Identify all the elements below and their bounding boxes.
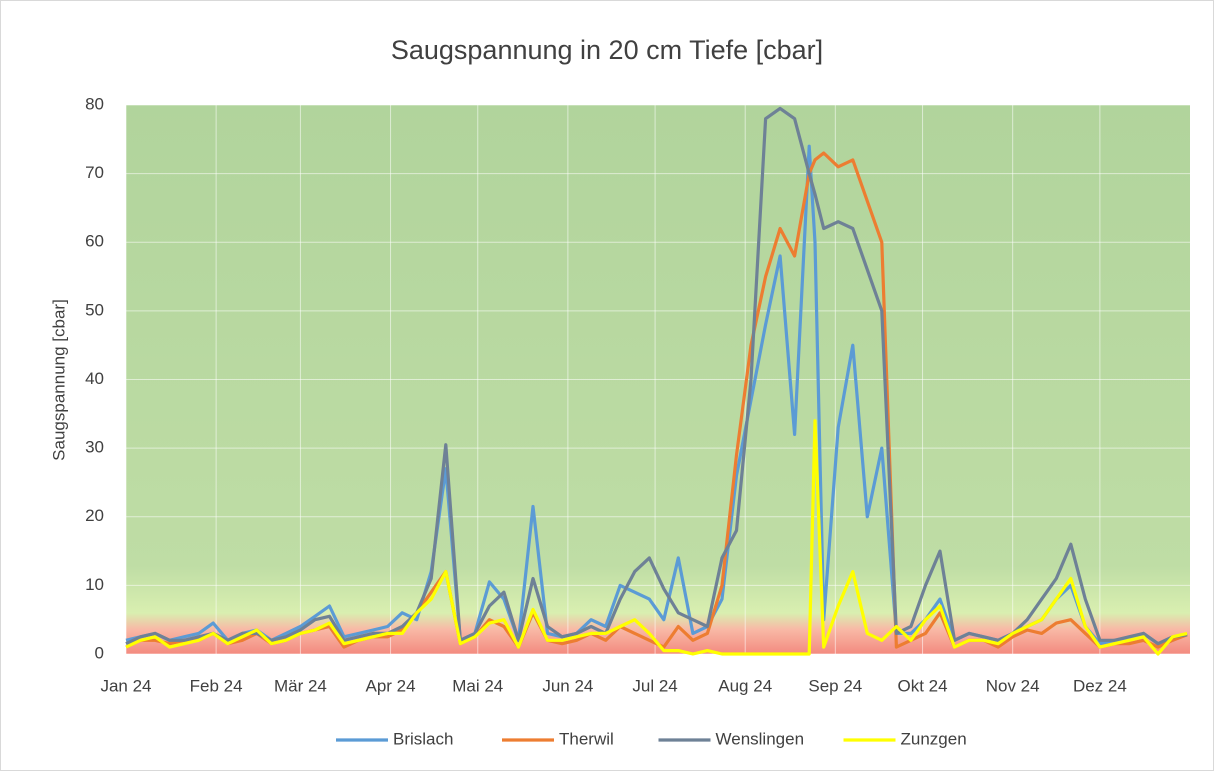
x-tick-label: Mai 24 [452, 676, 503, 695]
x-tick-label: Mär 24 [274, 676, 327, 695]
series-line [125, 419, 1188, 656]
y-tick-label: 50 [85, 300, 104, 319]
y-tick-label: 20 [85, 506, 104, 525]
legend-label: Brislach [393, 729, 453, 748]
x-tick-label: Okt 24 [897, 676, 947, 695]
chart-title: Saugspannung in 20 cm Tiefe [cbar] [391, 35, 823, 65]
y-tick-label: 80 [85, 94, 104, 113]
legend-label: Zunzgen [901, 729, 967, 748]
x-tick-label: Aug 24 [718, 676, 772, 695]
x-tick-label: Apr 24 [365, 676, 415, 695]
y-tick-label: 10 [85, 575, 104, 594]
x-tick-label: Dez 24 [1073, 676, 1127, 695]
y-tick-label: 60 [85, 232, 104, 251]
x-tick-label: Jan 24 [100, 676, 151, 695]
legend-label: Therwil [559, 729, 614, 748]
x-tick-label: Feb 24 [190, 676, 243, 695]
x-tick-label: Nov 24 [986, 676, 1040, 695]
y-tick-label: 40 [85, 369, 104, 388]
x-tick-label: Sep 24 [808, 676, 862, 695]
y-axis-label: Saugspannung [cbar] [49, 299, 68, 461]
y-tick-label: 30 [85, 438, 104, 457]
y-tick-label: 70 [85, 163, 104, 182]
x-tick-label: Jul 24 [632, 676, 677, 695]
y-tick-label: 0 [95, 643, 104, 662]
x-tick-label: Jun 24 [542, 676, 593, 695]
legend-label: Wenslingen [716, 729, 805, 748]
